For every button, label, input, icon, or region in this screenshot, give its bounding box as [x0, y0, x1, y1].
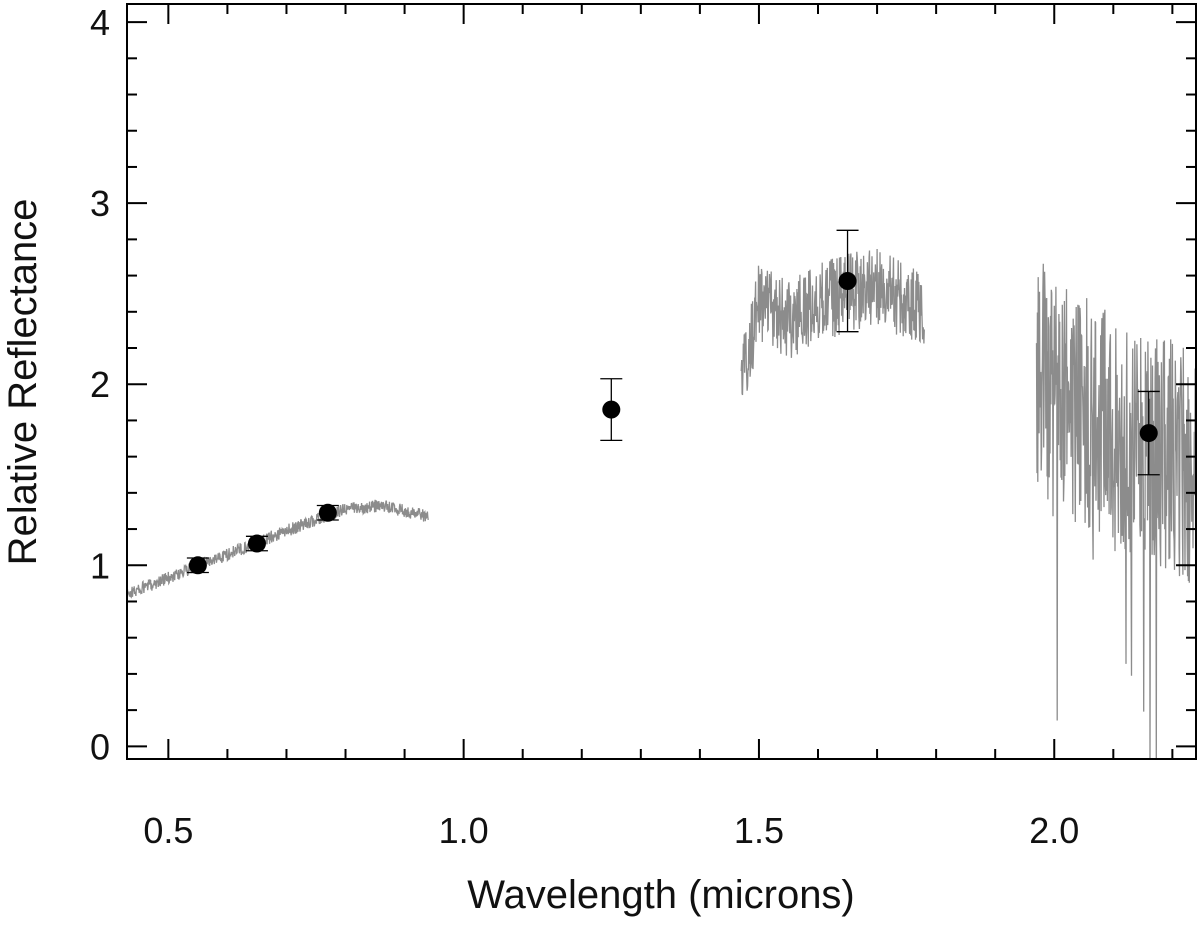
y-axis-title: Relative Reflectance [1, 199, 45, 566]
y-tick-label: 4 [90, 2, 110, 43]
x-tick-label: 0.5 [143, 810, 193, 851]
data-point [838, 272, 857, 291]
y-tick-label: 0 [90, 726, 110, 767]
x-tick-label: 1.5 [734, 810, 784, 851]
points-layer [186, 229, 1160, 575]
h-band-spectrum-line [740, 248, 925, 396]
x-axis-title: Wavelength (microns) [467, 873, 855, 917]
y-tick-label: 1 [90, 545, 110, 586]
data-point [318, 503, 337, 522]
x-tick-label: 2.0 [1029, 810, 1079, 851]
plot-frame [126, 3, 1197, 760]
axes-layer: 0.5 1.0 1.5 2.0 0 1 2 3 4 [90, 2, 1197, 851]
data-point [602, 400, 621, 419]
k-band-spectrum-line [1035, 263, 1196, 759]
x-tick-label: 1.0 [439, 810, 489, 851]
visible-spectrum-line [127, 499, 429, 599]
data-point [188, 556, 207, 575]
spectra-layer [127, 248, 1196, 759]
y-tick-label: 3 [90, 183, 110, 224]
data-point [247, 534, 266, 553]
data-point [1139, 424, 1158, 443]
y-tick-label: 2 [90, 364, 110, 405]
